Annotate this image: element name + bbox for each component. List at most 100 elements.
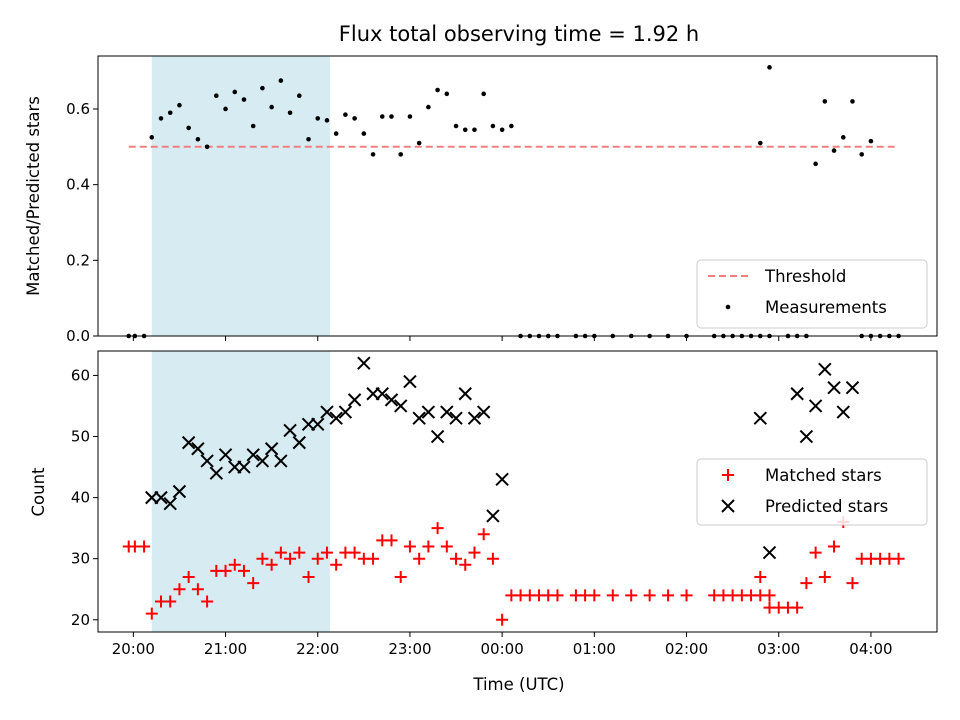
measurement-point	[481, 91, 486, 97]
y-tick-label: 0.2	[66, 251, 90, 269]
predicted-stars-point	[347, 393, 362, 407]
predicted-stars-point	[762, 545, 777, 560]
matched-stars-point	[348, 546, 361, 559]
predicted-stars-point	[836, 405, 850, 419]
predicted-stars-point	[329, 411, 343, 425]
bottom-data-layer	[122, 356, 905, 626]
y-tick-label: 30	[71, 550, 90, 568]
legend-matched-swatch	[722, 469, 734, 481]
predicted-stars-point	[476, 405, 491, 419]
matched-stars-point	[800, 577, 813, 590]
matched-stars-point	[228, 558, 241, 571]
matched-stars-point	[791, 601, 804, 614]
measurement-point	[859, 152, 865, 157]
bottom-panel: 20 30 40 50 60 20:00 21:00 22:00 23:00 00:00 01:0…	[29, 350, 938, 694]
predicted-stars-point	[440, 405, 454, 419]
matched-stars-point	[138, 540, 151, 553]
measurement-point	[149, 135, 155, 140]
matched-stars-point	[643, 589, 656, 602]
predicted-stars-point	[845, 380, 860, 395]
measurement-point	[813, 161, 818, 167]
measurement-point	[822, 99, 828, 104]
x-tick-label: 04:00	[849, 640, 892, 658]
matched-stars-point	[403, 540, 416, 553]
matched-stars-point	[219, 564, 232, 577]
matched-stars-point	[818, 571, 831, 584]
measurement-point	[158, 116, 164, 121]
measurement-point	[509, 123, 514, 129]
measurement-point	[214, 93, 219, 99]
matched-stars-point	[247, 577, 260, 590]
measurement-point	[868, 138, 874, 144]
matched-stars-point	[606, 589, 619, 602]
predicted-stars-point	[467, 411, 482, 425]
top-chart-title: Flux total observing time = 1.92 h	[339, 22, 699, 46]
matched-stars-point	[182, 571, 195, 584]
matched-stars-point	[431, 522, 444, 535]
legend-measurements-swatch	[725, 304, 731, 310]
measurement-point	[352, 116, 357, 121]
legend-measurements-label: Measurements	[765, 298, 887, 317]
measurement-point	[204, 144, 210, 150]
legend-matched-label: Matched stars	[765, 466, 882, 485]
bottom-y-axis-label: Count	[29, 467, 48, 517]
matched-stars-point	[320, 546, 333, 559]
measurement-point	[269, 104, 274, 110]
x-tick-label: 00:00	[481, 640, 524, 658]
measurement-point	[407, 114, 413, 119]
matched-stars-point	[486, 552, 499, 565]
matched-stars-point	[625, 589, 638, 602]
legend-threshold-label: Threshold	[764, 267, 846, 286]
top-y-ticks: 0.0 0.2 0.4 0.6	[66, 100, 98, 345]
predicted-stars-point	[311, 417, 325, 432]
matched-stars-point	[413, 552, 426, 565]
measurement-point	[453, 123, 459, 129]
legend-predicted-label: Predicted stars	[765, 497, 888, 516]
matched-stars-point	[809, 546, 822, 559]
measurement-point	[389, 114, 394, 119]
matched-stars-point	[237, 564, 250, 577]
y-tick-label: 60	[71, 366, 90, 384]
matched-stars-point	[311, 552, 324, 565]
matched-stars-point	[330, 558, 343, 571]
predicted-stars-point	[384, 393, 399, 407]
measurement-point	[379, 114, 385, 119]
predicted-stars-point	[808, 399, 823, 413]
measurement-point	[416, 140, 422, 146]
measurement-point	[167, 110, 173, 116]
top-y-axis-label: Matched/Predicted stars	[24, 96, 43, 296]
bottom-legend: Matched stars Predicted stars	[696, 458, 928, 526]
predicted-stars-point	[827, 380, 841, 395]
matched-stars-point	[754, 571, 767, 584]
measurement-point	[186, 125, 191, 131]
x-tick-label: 22:00	[296, 640, 339, 658]
measurement-point	[435, 87, 440, 93]
y-tick-label: 40	[71, 489, 90, 507]
matched-stars-point	[293, 546, 306, 559]
matched-stars-point	[496, 613, 509, 626]
matched-stars-point	[422, 540, 435, 553]
predicted-stars-point	[218, 448, 233, 462]
predicted-stars-point	[753, 411, 767, 425]
predicted-stars-point	[818, 362, 832, 377]
predicted-stars-point	[486, 509, 500, 523]
bottom-axes-frame	[97, 350, 938, 633]
measurement-point	[241, 97, 247, 102]
predicted-stars-point	[320, 405, 334, 419]
measurement-point	[757, 140, 763, 146]
measurement-point	[296, 93, 302, 99]
measurement-point	[333, 131, 339, 136]
y-tick-label: 0.6	[66, 100, 90, 118]
matched-stars-point	[892, 552, 905, 565]
measurement-point	[223, 106, 228, 112]
legend-predicted-swatch	[721, 499, 735, 513]
predicted-stars-point	[357, 356, 371, 370]
measurement-point	[840, 135, 846, 140]
bottom-legend-box	[696, 458, 928, 526]
predicted-stars-point	[191, 442, 205, 456]
predicted-stars-point	[172, 484, 187, 499]
matched-stars-point	[265, 558, 278, 571]
x-tick-label: 02:00	[665, 640, 708, 658]
matched-stars-point	[302, 571, 315, 584]
